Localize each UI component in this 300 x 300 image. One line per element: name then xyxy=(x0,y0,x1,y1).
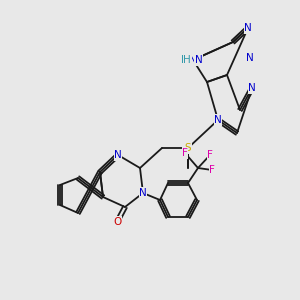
Text: N: N xyxy=(246,53,254,63)
Text: N: N xyxy=(244,23,252,33)
Text: F: F xyxy=(207,150,213,160)
Text: N: N xyxy=(139,188,147,198)
Text: N: N xyxy=(195,55,203,65)
Text: F: F xyxy=(182,148,188,158)
Text: S: S xyxy=(185,143,191,153)
Text: H: H xyxy=(181,55,189,65)
Text: O: O xyxy=(113,217,121,227)
Text: F: F xyxy=(209,165,215,175)
Text: N: N xyxy=(114,150,122,160)
Text: N: N xyxy=(214,115,222,125)
Text: N: N xyxy=(248,83,256,93)
Text: H: H xyxy=(183,55,191,65)
Text: N: N xyxy=(189,55,197,65)
